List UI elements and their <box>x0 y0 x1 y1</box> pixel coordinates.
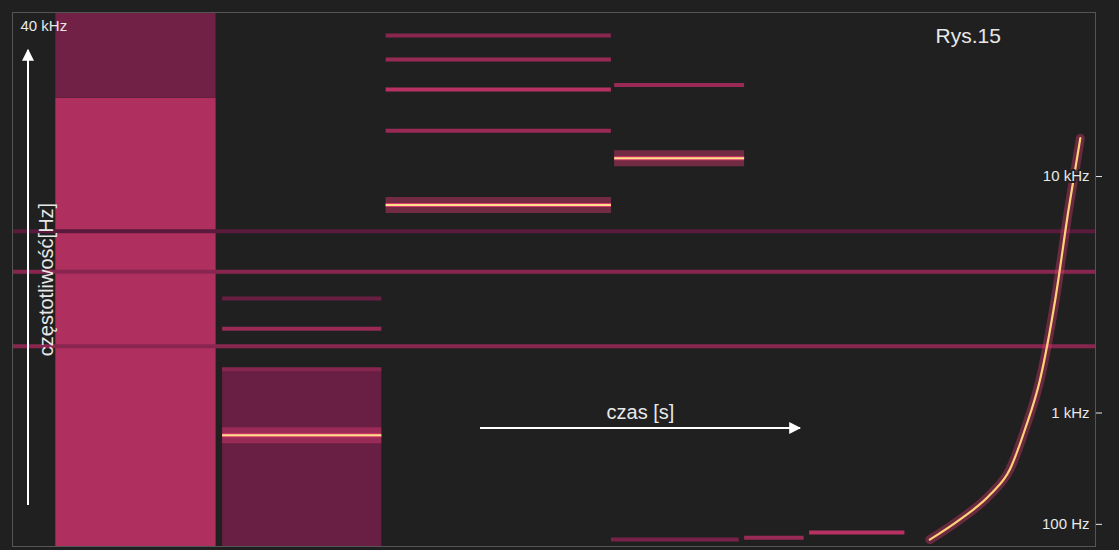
svg-text:1 kHz: 1 kHz <box>1051 404 1089 421</box>
svg-text:częstotliwość[Hz]: częstotliwość[Hz] <box>35 203 57 356</box>
svg-text:10 kHz: 10 kHz <box>1043 167 1090 184</box>
svg-text:czas [s]: czas [s] <box>607 401 675 423</box>
svg-text:Rys.15: Rys.15 <box>936 24 1001 47</box>
svg-text:100 Hz: 100 Hz <box>1042 515 1090 532</box>
svg-text:40 kHz: 40 kHz <box>21 17 68 34</box>
